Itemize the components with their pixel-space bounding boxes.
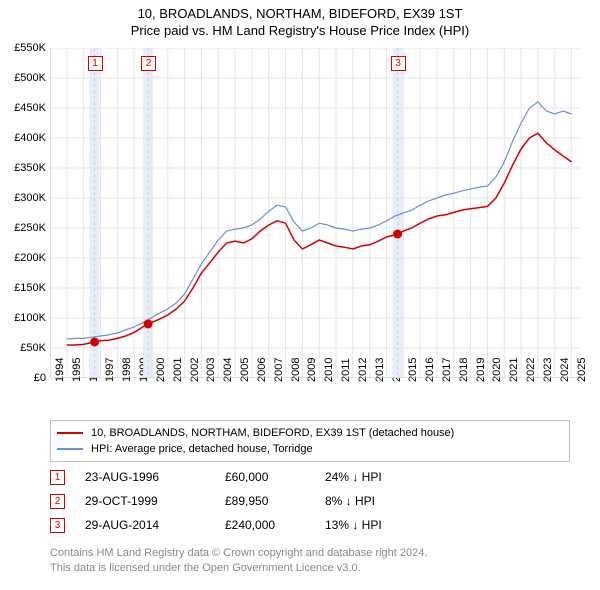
legend-swatch [57, 432, 83, 434]
legend-row: 10, BROADLANDS, NORTHAM, BIDEFORD, EX39 … [57, 425, 563, 441]
sale-dot [144, 320, 153, 329]
y-axis-label: £350K [14, 162, 46, 174]
title-main: 10, BROADLANDS, NORTHAM, BIDEFORD, EX39 … [0, 6, 600, 21]
legend-label: HPI: Average price, detached house, Torr… [91, 443, 313, 455]
event-date: 29-AUG-2014 [85, 518, 225, 532]
event-badge: 1 [50, 470, 65, 485]
y-axis-label: £250K [14, 222, 46, 234]
sale-dot [393, 230, 402, 239]
chart-area: £0£50K£100K£150K£200K£250K£300K£350K£400… [50, 48, 580, 378]
event-date: 29-OCT-1999 [85, 494, 225, 508]
legend-label: 10, BROADLANDS, NORTHAM, BIDEFORD, EX39 … [91, 427, 454, 439]
event-row: 3 29-AUG-2014£240,00013% ↓ HPI [50, 513, 570, 537]
y-axis-label: £450K [14, 102, 46, 114]
title-sub: Price paid vs. HM Land Registry's House … [0, 23, 600, 38]
event-badge: 2 [50, 494, 65, 509]
y-axis-label: £100K [14, 312, 46, 324]
event-delta: 13% ↓ HPI [325, 518, 465, 532]
event-row: 2 29-OCT-1999£89,9508% ↓ HPI [50, 489, 570, 513]
y-axis-label: £500K [14, 72, 46, 84]
footer-line-1: Contains HM Land Registry data © Crown c… [50, 546, 570, 561]
y-axis-label: £50K [20, 342, 46, 354]
event-price: £89,950 [225, 494, 325, 508]
footer-line-2: This data is licensed under the Open Gov… [50, 561, 570, 576]
attribution-footer: Contains HM Land Registry data © Crown c… [50, 546, 570, 576]
event-price: £240,000 [225, 518, 325, 532]
sale-marker-badge: 3 [391, 56, 406, 71]
chart-titles: 10, BROADLANDS, NORTHAM, BIDEFORD, EX39 … [0, 0, 600, 38]
legend-swatch [57, 448, 83, 450]
y-axis-label: £300K [14, 192, 46, 204]
event-delta: 8% ↓ HPI [325, 494, 465, 508]
chart-svg [50, 48, 580, 378]
sale-marker-badge: 2 [141, 56, 156, 71]
y-axis-label: £400K [14, 132, 46, 144]
event-date: 23-AUG-1996 [85, 470, 225, 484]
y-axis-label: £550K [14, 42, 46, 54]
y-axis-label: £150K [14, 282, 46, 294]
event-price: £60,000 [225, 470, 325, 484]
y-axis-label: £200K [14, 252, 46, 264]
sale-dot [90, 338, 99, 347]
legend: 10, BROADLANDS, NORTHAM, BIDEFORD, EX39 … [50, 420, 570, 462]
events-table: 1 23-AUG-1996£60,00024% ↓ HPI 2 29-OCT-1999… [50, 465, 570, 537]
y-axis-label: £0 [34, 372, 46, 384]
sale-marker-badge: 1 [88, 56, 103, 71]
legend-row: HPI: Average price, detached house, Torr… [57, 441, 563, 457]
event-delta: 24% ↓ HPI [325, 470, 465, 484]
event-badge: 3 [50, 518, 65, 533]
event-row: 1 23-AUG-1996£60,00024% ↓ HPI [50, 465, 570, 489]
